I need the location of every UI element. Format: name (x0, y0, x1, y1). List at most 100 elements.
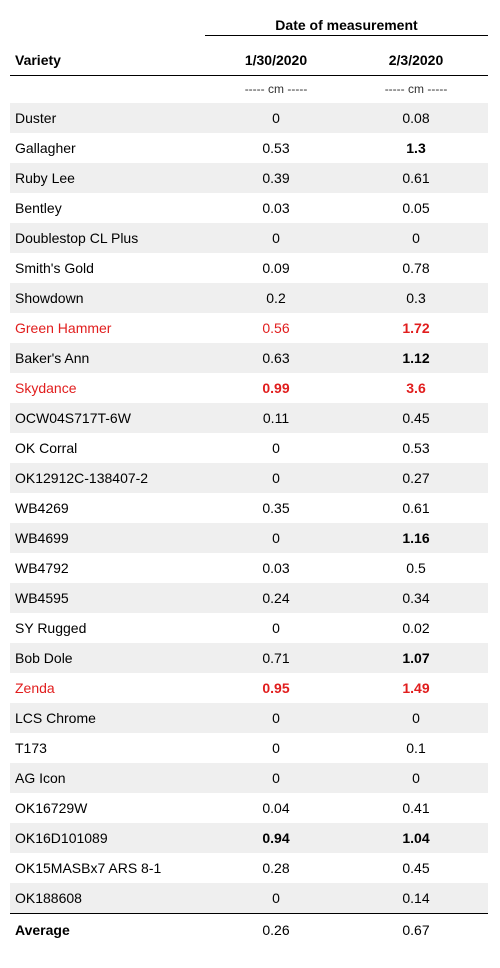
table-row: Smith's Gold 0.09 0.78 (10, 253, 488, 283)
value-date2: 0 (412, 710, 420, 726)
value-date1: 0 (272, 620, 280, 636)
variety-name: Gallagher (15, 140, 76, 156)
table-row: Baker's Ann 0.63 1.12 (10, 343, 488, 373)
variety-name: WB4269 (15, 500, 69, 516)
value-date1: 0.11 (262, 410, 290, 426)
value-date2: 0.45 (402, 410, 430, 426)
value-date1: 0.24 (262, 590, 290, 606)
value-date2: 0.41 (402, 800, 430, 816)
variety-name: Bentley (15, 200, 62, 216)
value-date1: 0.28 (262, 860, 290, 876)
variety-name: Green Hammer (15, 320, 112, 336)
variety-name: WB4699 (15, 530, 69, 546)
value-date2: 0.05 (402, 200, 430, 216)
value-date1: 0 (272, 890, 280, 906)
value-date1: 0 (272, 710, 280, 726)
average-label: Average (15, 922, 70, 938)
variety-name: OCW04S717T-6W (15, 410, 131, 426)
table-row: Zenda 0.95 1.49 (10, 673, 488, 703)
value-date1: 0.99 (262, 380, 290, 396)
value-date2: 0.5 (406, 560, 426, 576)
table-row: Showdown 0.2 0.3 (10, 283, 488, 313)
column-header-row: Variety 1/30/2020 2/3/2020 (10, 44, 488, 76)
average-row: Average 0.26 0.67 (10, 913, 488, 946)
value-date2: 1.12 (402, 350, 430, 366)
table-row: AG Icon 0 0 (10, 763, 488, 793)
table-row: OK16729W 0.04 0.41 (10, 793, 488, 823)
value-date1: 0.53 (262, 140, 290, 156)
value-date1: 0 (272, 440, 280, 456)
variety-name: OK12912C-138407-2 (15, 470, 149, 486)
average-date2: 0.67 (402, 922, 430, 938)
table-row: OK12912C-138407-2 0 0.27 (10, 463, 488, 493)
table-row: Ruby Lee 0.39 0.61 (10, 163, 488, 193)
table-row: OK16D101089 0.94 1.04 (10, 823, 488, 853)
value-date1: 0 (272, 470, 280, 486)
value-date2: 1.49 (402, 680, 430, 696)
table-row: SY Rugged 0 0.02 (10, 613, 488, 643)
value-date1: 0.56 (262, 320, 290, 336)
table-row: Duster 0 0.08 (10, 103, 488, 133)
date1-column-header: 1/30/2020 (244, 52, 308, 68)
variety-name: Smith's Gold (15, 260, 94, 276)
table-row: Green Hammer 0.56 1.72 (10, 313, 488, 343)
variety-column-header: Variety (15, 52, 61, 68)
value-date1: 0.09 (262, 260, 290, 276)
variety-name: Baker's Ann (15, 350, 90, 366)
value-date2: 1.16 (402, 530, 430, 546)
variety-name: OK16729W (15, 800, 88, 816)
value-date2: 0 (412, 770, 420, 786)
unit-label-date1: ----- cm ----- (244, 82, 308, 96)
variety-name: AG Icon (15, 770, 66, 786)
table-row: WB4699 0 1.16 (10, 523, 488, 553)
value-date1: 0.03 (262, 200, 290, 216)
table-row: OCW04S717T-6W 0.11 0.45 (10, 403, 488, 433)
value-date2: 0.45 (402, 860, 430, 876)
value-date1: 0 (272, 230, 280, 246)
value-date1: 0.03 (262, 560, 290, 576)
table-body: ----- cm ----- ----- cm ----- Duster 0 0.0… (10, 76, 488, 946)
table-row: T173 0 0.1 (10, 733, 488, 763)
table-row: LCS Chrome 0 0 (10, 703, 488, 733)
variety-name: WB4792 (15, 560, 69, 576)
value-date2: 3.6 (406, 380, 426, 396)
variety-name: T173 (15, 740, 47, 756)
variety-name: Doublestop CL Plus (15, 230, 139, 246)
table-row: WB4792 0.03 0.5 (10, 553, 488, 583)
value-date2: 0.34 (402, 590, 430, 606)
table-row: Doublestop CL Plus 0 0 (10, 223, 488, 253)
variety-name: Skydance (15, 380, 77, 396)
unit-label-date2: ----- cm ----- (384, 82, 448, 96)
value-date1: 0.63 (262, 350, 290, 366)
average-date1: 0.26 (262, 922, 290, 938)
table-row: Bob Dole 0.71 1.07 (10, 643, 488, 673)
value-date1: 0.71 (262, 650, 290, 666)
variety-name: LCS Chrome (15, 710, 96, 726)
value-date2: 1.72 (402, 320, 430, 336)
table-row: WB4269 0.35 0.61 (10, 493, 488, 523)
value-date1: 0 (272, 110, 280, 126)
value-date1: 0.04 (262, 800, 290, 816)
value-date2: 1.04 (402, 830, 430, 846)
value-date2: 1.07 (402, 650, 430, 666)
variety-name: Showdown (15, 290, 84, 306)
value-date2: 1.3 (406, 140, 426, 156)
value-date2: 0.53 (402, 440, 430, 456)
variety-name: OK188608 (15, 890, 82, 906)
table-row: Bentley 0.03 0.05 (10, 193, 488, 223)
variety-name: OK Corral (15, 440, 78, 456)
table-row: WB4595 0.24 0.34 (10, 583, 488, 613)
value-date1: 0.39 (262, 170, 290, 186)
table-row: Skydance 0.99 3.6 (10, 373, 488, 403)
value-date1: 0.94 (262, 830, 290, 846)
value-date2: 0.61 (402, 500, 430, 516)
variety-name: Ruby Lee (15, 170, 75, 186)
value-date2: 0.27 (402, 470, 430, 486)
value-date2: 0.08 (402, 110, 430, 126)
value-date1: 0.2 (266, 290, 286, 306)
value-date2: 0.3 (406, 290, 426, 306)
units-row: ----- cm ----- ----- cm ----- (10, 76, 488, 103)
variety-name: OK15MASBx7 ARS 8-1 (15, 860, 162, 876)
variety-name: Duster (15, 110, 57, 126)
value-date1: 0.95 (262, 680, 290, 696)
